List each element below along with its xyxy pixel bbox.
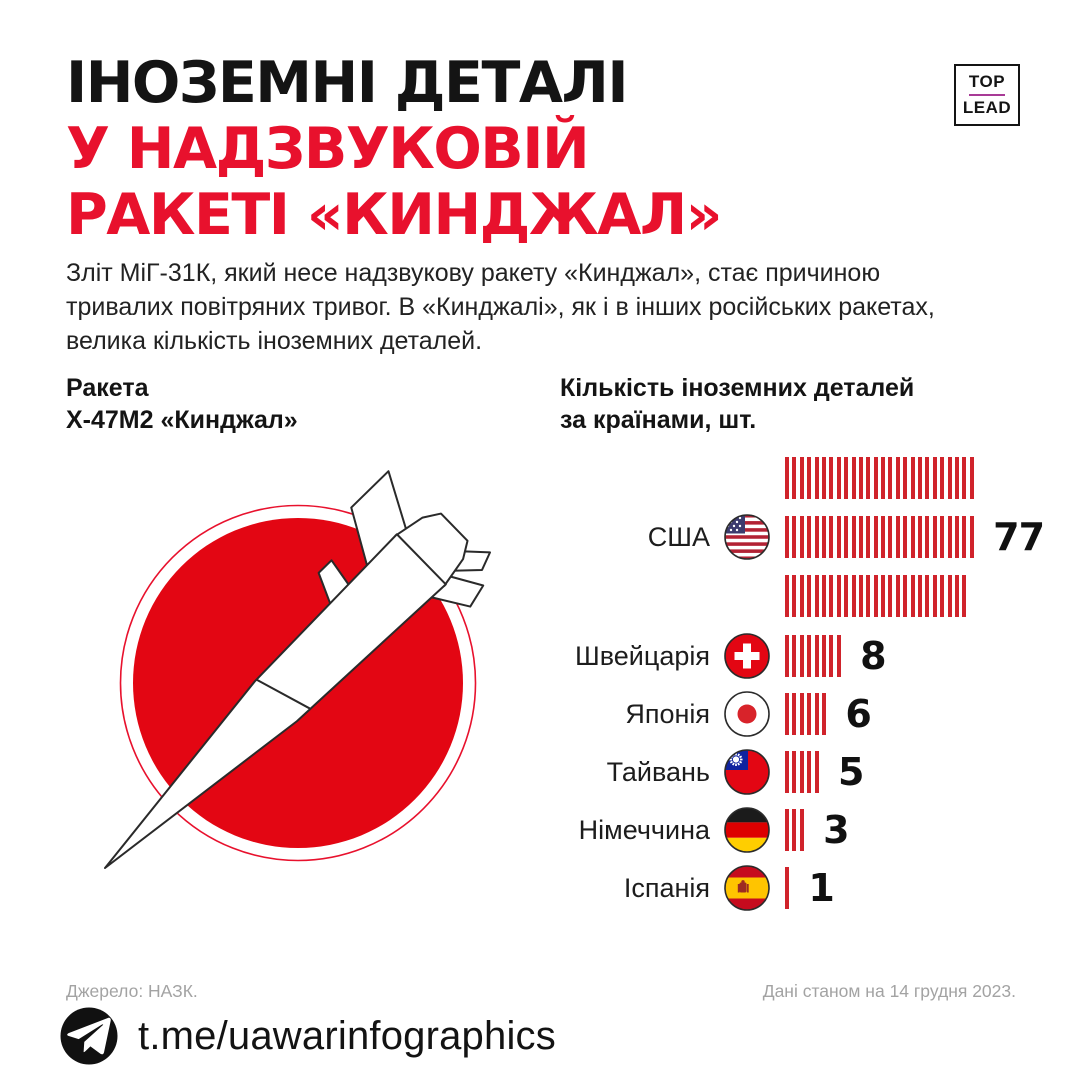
usa-flag-icon: [724, 514, 770, 560]
country-label-taiwan: Тайвань: [606, 756, 710, 787]
chart-row-taiwan: Тайвань 5: [560, 749, 1060, 795]
intro-paragraph: Зліт МіГ-31К, який несе надзвукову ракет…: [66, 256, 935, 358]
missile-over-red-circle-graphic: [104, 470, 492, 869]
missile-heading-line-2: Х-47М2 «Кинджал»: [66, 406, 298, 434]
tally-tick-row: [785, 575, 977, 617]
country-label-spain: Іспанія: [623, 872, 710, 903]
chart-row-spain: Іспанія 1: [560, 865, 1060, 911]
tally-tick-row: [785, 809, 807, 851]
chart-row-germany: Німеччина 3: [560, 807, 1060, 853]
value-label-spain: 1: [808, 866, 834, 910]
page-title: ІНОЗЕМНІ ДЕТАЛІ У НАДЗВУКОВІЙ РАКЕТІ «КИ…: [66, 50, 723, 248]
tally-tick-row: [785, 457, 977, 499]
taiwan-flag-icon: [724, 749, 770, 795]
chart-row-usa: США 77: [560, 457, 1060, 617]
tally-ticks-spain: [785, 867, 792, 909]
country-label-germany: Німеччина: [578, 814, 710, 845]
logo-top-text: TOP: [968, 72, 1006, 91]
tally-tick-row: [785, 867, 792, 909]
logo-divider: [969, 94, 1005, 96]
country-label-switzerland: Швейцарія: [575, 640, 710, 671]
kinzhal-missile-illustration: [55, 430, 555, 930]
telegram-handle[interactable]: t.me/uawarinfographics: [138, 1013, 556, 1058]
chart-row-japan: Японія 6: [560, 691, 1060, 737]
tally-ticks-germany: [785, 809, 807, 851]
chart-heading-line-1: Кількість іноземних деталей: [560, 374, 915, 402]
telegram-icon: [60, 1007, 118, 1065]
tally-ticks-switzerland: [785, 635, 844, 677]
tally-tick-row: [785, 693, 829, 735]
germany-flag-icon: [724, 807, 770, 853]
source-note: Джерело: НАЗК.: [66, 981, 198, 1001]
japan-flag-icon: [724, 691, 770, 737]
missile-heading-line-1: Ракета: [66, 374, 149, 402]
title-line-2: У НАДЗВУКОВІЙ: [66, 116, 590, 182]
value-label-japan: 6: [845, 692, 871, 736]
chart-row-switzerland: Швейцарія 8: [560, 633, 1060, 679]
tally-ticks-usa: [785, 457, 977, 617]
title-line-1: ІНОЗЕМНІ ДЕТАЛІ: [66, 50, 629, 116]
telegram-footer-link[interactable]: t.me/uawarinfographics: [60, 1007, 556, 1065]
tally-tick-row: [785, 635, 844, 677]
value-label-usa: 77: [993, 515, 1045, 559]
intro-line-2: тривалих повітряних тривог. В «Кинджалі»…: [66, 293, 935, 321]
value-label-taiwan: 5: [837, 750, 864, 794]
top-lead-logo: TOP LEAD: [954, 64, 1020, 126]
switzerland-flag-icon: [724, 633, 770, 679]
country-label-japan: Японія: [625, 698, 710, 729]
missile-section-heading: Ракета Х-47М2 «Кинджал»: [66, 372, 298, 436]
tally-ticks-japan: [785, 693, 829, 735]
intro-line-1: Зліт МіГ-31К, який несе надзвукову ракет…: [66, 259, 881, 287]
title-line-3: РАКЕТІ «КИНДЖАЛ»: [66, 182, 723, 248]
logo-lead-text: LEAD: [962, 98, 1012, 117]
country-label-usa: США: [647, 521, 710, 552]
chart-heading: Кількість іноземних деталей за країнами,…: [560, 372, 914, 436]
tally-chart: США 77 Швейцарія 8 Японія 6 Тайвань 5 Німечч…: [560, 457, 1060, 923]
value-label-switzerland: 8: [860, 634, 886, 678]
tally-tick-row: [785, 751, 822, 793]
intro-line-3: велика кількість іноземних деталей.: [66, 327, 483, 355]
value-label-germany: 3: [823, 808, 849, 852]
tally-ticks-taiwan: [785, 751, 822, 793]
date-note: Дані станом на 14 грудня 2023.: [762, 981, 1016, 1001]
tally-tick-row: [785, 516, 977, 558]
chart-heading-line-2: за країнами, шт.: [560, 406, 757, 434]
spain-flag-icon: [724, 865, 770, 911]
